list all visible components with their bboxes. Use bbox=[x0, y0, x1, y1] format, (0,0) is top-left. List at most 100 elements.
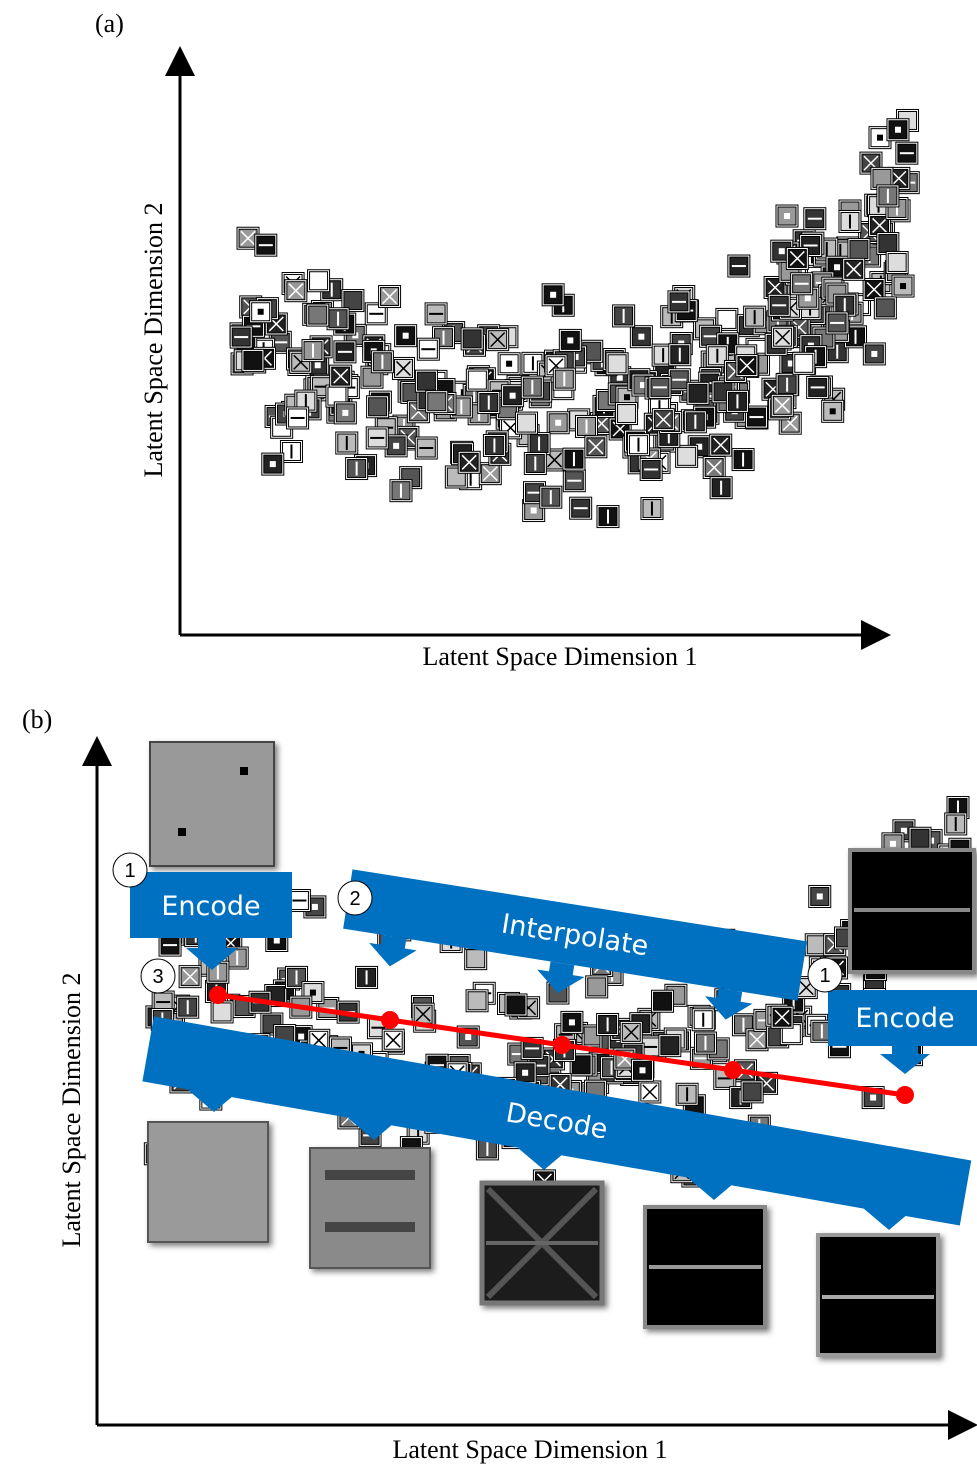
latent-sample bbox=[868, 126, 892, 150]
latent-sample bbox=[370, 350, 394, 374]
latent-sample bbox=[862, 278, 886, 302]
latent-sample bbox=[792, 351, 816, 375]
latent-sample bbox=[638, 1080, 662, 1104]
latent-sample bbox=[709, 433, 733, 457]
latent-sample bbox=[585, 975, 609, 999]
latent-sample bbox=[384, 434, 408, 458]
latent-sample bbox=[569, 496, 593, 520]
latent-sample bbox=[615, 402, 639, 426]
latent-sample bbox=[612, 304, 636, 328]
latent-sample bbox=[825, 311, 849, 335]
latent-sample bbox=[381, 1028, 405, 1052]
arrow bbox=[186, 938, 238, 970]
step-label: Encode bbox=[855, 1003, 954, 1034]
latent-sample bbox=[740, 1080, 764, 1104]
latent-sample bbox=[355, 965, 379, 989]
latent-sample bbox=[651, 989, 675, 1013]
latent-sample bbox=[389, 479, 413, 503]
latent-sample bbox=[335, 431, 359, 455]
latent-sample bbox=[465, 368, 489, 392]
decoded-image bbox=[643, 1205, 767, 1329]
latent-sample bbox=[414, 436, 438, 460]
latent-sample bbox=[284, 279, 308, 303]
latent-sample bbox=[329, 364, 353, 388]
latent-sample bbox=[477, 391, 501, 415]
latent-sample bbox=[365, 426, 389, 450]
step-circle bbox=[112, 852, 148, 888]
latent-sample bbox=[804, 933, 828, 957]
latent-sample bbox=[891, 274, 915, 298]
latent-sample bbox=[640, 497, 664, 521]
latent-sample bbox=[482, 433, 506, 457]
latent-sample bbox=[648, 375, 672, 399]
latent-sample bbox=[895, 141, 919, 165]
latent-sample bbox=[626, 433, 650, 457]
step-number: 3 bbox=[152, 966, 163, 988]
latent-sample bbox=[596, 505, 620, 529]
latent-sample bbox=[683, 410, 707, 434]
arrow bbox=[188, 1080, 915, 1230]
latent-sample bbox=[522, 499, 546, 523]
latent-sample bbox=[803, 207, 827, 231]
latent-sample bbox=[821, 399, 845, 423]
latent-sample bbox=[615, 385, 639, 409]
latent-sample bbox=[416, 337, 440, 361]
latent-sample bbox=[770, 1005, 794, 1029]
latent-sample bbox=[771, 325, 795, 349]
input-image bbox=[149, 741, 275, 867]
latent-sample bbox=[254, 233, 278, 257]
latent-sample bbox=[414, 369, 438, 393]
latent-sample bbox=[790, 272, 814, 296]
latent-sample bbox=[584, 435, 608, 459]
latent-sample bbox=[691, 1008, 715, 1032]
latent-sample bbox=[552, 367, 576, 391]
latent-sample bbox=[486, 328, 510, 352]
latent-sample bbox=[287, 889, 311, 913]
latent-sample bbox=[341, 289, 365, 313]
latent-sample bbox=[868, 213, 892, 237]
latent-sample bbox=[504, 993, 528, 1017]
step-number: 1 bbox=[124, 860, 135, 882]
latent-sample bbox=[873, 296, 897, 320]
decode-band: Decode bbox=[142, 1016, 972, 1226]
latent-sample bbox=[249, 300, 273, 324]
latent-sample bbox=[378, 285, 402, 309]
latent-sample bbox=[236, 226, 260, 250]
step-circle bbox=[807, 957, 843, 993]
latent-sample bbox=[210, 1000, 234, 1024]
latent-sample bbox=[908, 826, 932, 850]
latent-sample bbox=[307, 269, 331, 293]
latent-sample bbox=[546, 411, 570, 435]
latent-sample bbox=[675, 1082, 699, 1106]
latent-sample bbox=[394, 324, 418, 348]
latent-sample bbox=[847, 238, 871, 262]
latent-sample bbox=[523, 451, 547, 475]
latent-sample bbox=[705, 344, 729, 368]
latent-sample bbox=[364, 302, 388, 326]
latent-sample bbox=[686, 381, 710, 405]
latent-sample bbox=[478, 462, 502, 486]
latent-sample bbox=[886, 118, 910, 142]
latent-sample bbox=[558, 328, 582, 352]
step-circle bbox=[337, 880, 373, 916]
latent-sample bbox=[460, 327, 484, 351]
latent-sample bbox=[785, 246, 809, 270]
latent-sample bbox=[562, 469, 586, 493]
latent-sample bbox=[876, 184, 900, 208]
decoded-image bbox=[309, 1147, 431, 1269]
latent-sample bbox=[885, 250, 909, 274]
decoded-image bbox=[147, 1121, 269, 1243]
latent-sample bbox=[862, 342, 886, 366]
latent-sample bbox=[605, 352, 629, 376]
latent-sample bbox=[326, 307, 350, 331]
latent-sample bbox=[842, 257, 866, 281]
interpolate-band: Interpolate bbox=[343, 869, 807, 1020]
latent-sample bbox=[464, 947, 488, 971]
encode-box bbox=[828, 990, 977, 1046]
y-axis-label: Latent Space Dimension 2 bbox=[57, 972, 86, 1247]
latent-sample bbox=[619, 1020, 643, 1044]
latent-sample bbox=[261, 452, 285, 476]
latent-sample bbox=[176, 995, 200, 1019]
latent-sample bbox=[668, 343, 692, 367]
